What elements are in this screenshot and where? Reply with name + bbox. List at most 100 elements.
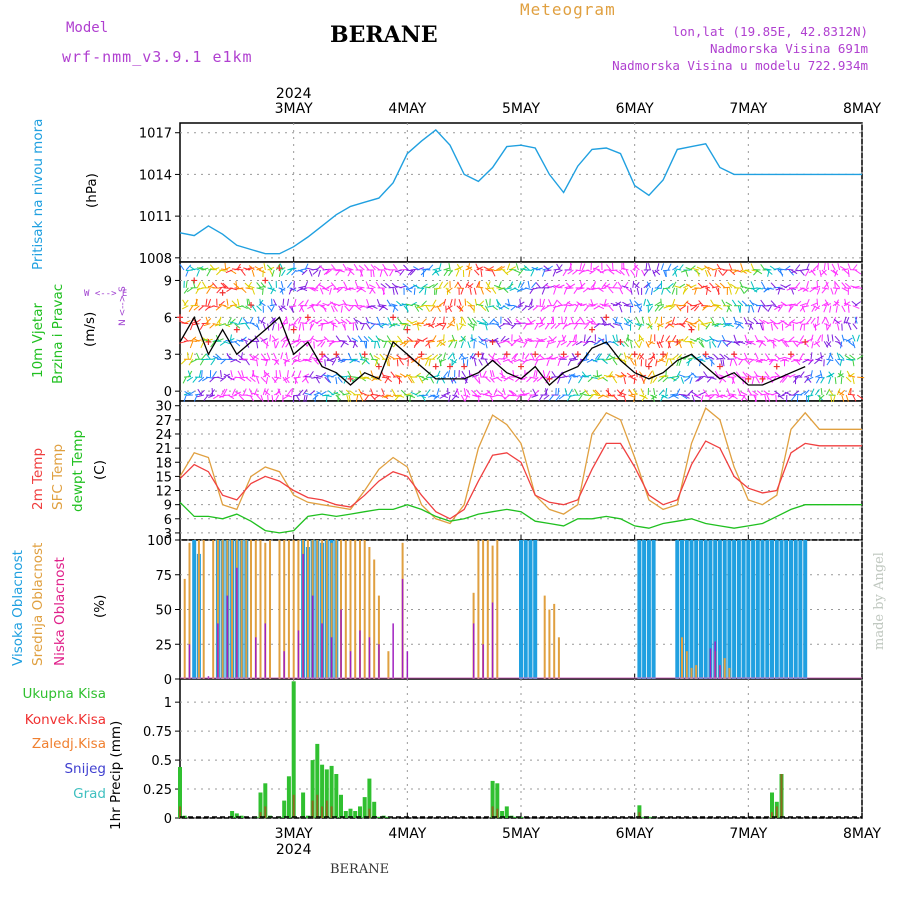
gust-marker [489,338,496,345]
wind-arrow [441,394,448,399]
frozen-precip-label: Zaledj.Kisa [31,736,106,752]
wind-arrow [447,370,451,378]
wind-arrow [626,372,634,378]
wind-arrow [579,280,583,288]
wind-arrow [192,280,196,288]
wind-arrow [451,334,456,342]
wind-arrow [418,287,425,294]
low-cloud-bar [236,567,238,679]
wind-arrow [627,353,633,360]
wind-arrow [563,305,568,313]
wind-arrow [466,359,469,367]
wind-arrow [575,303,583,307]
wind-arrow [851,300,858,307]
high-cloud-bar [694,540,699,679]
wind-arrow [237,370,242,378]
y-tick-label: 6 [164,513,172,528]
wind-arrow [373,265,381,271]
mid-cloud-bar [269,540,271,679]
wind-arrow [443,298,447,306]
wind-arrow [616,334,618,342]
wind-arrow [593,323,601,329]
wind-arrow [458,298,462,306]
wind-arrow [275,263,281,271]
wind-arrow [361,323,365,331]
high-cloud-bar [793,540,798,679]
wind-arrow [450,339,458,342]
wind-arrow [661,375,669,378]
wind-arrow [303,394,306,402]
wind-arrow [433,394,440,400]
wind-arrow [516,287,524,293]
wind-arrow [370,376,378,381]
wind-arrow [728,394,735,400]
wind-arrow [561,335,567,342]
wind-arrow [612,323,620,326]
wind-arrow [460,341,464,349]
wind-arrow [182,376,187,384]
wind-arrow [630,376,638,381]
total-precip-bar [372,801,377,818]
gust-marker [660,351,667,358]
wind-arrow [448,269,453,277]
gust-marker [475,351,482,358]
wind-arrow [788,319,796,324]
wind-arrow [710,317,715,324]
wind-arrow [578,376,583,384]
total-precip-bar [305,815,310,818]
wind-arrow [190,358,198,363]
wind-arrow [223,373,231,378]
wind-arrow [456,263,462,271]
wind-arrow [581,374,589,378]
wind-arrow [760,393,768,396]
wind-arrow [347,335,352,342]
wind-arrow [282,298,285,306]
wind-arrow [571,373,578,378]
wind-arrow [212,355,220,360]
wind-arrow [379,304,387,307]
wind-arrow [245,287,253,290]
wind-arrow [314,394,317,402]
wind-arrow [205,316,209,324]
wind-arrow [238,317,243,324]
wind-arrow [830,394,833,402]
low-cloud-bar [311,595,314,679]
wind-arrow [696,266,704,271]
wind-arrow [683,317,689,324]
wind-arrow [469,352,474,360]
convective-precip-bar [325,800,328,818]
wind-arrow [697,318,704,324]
wind-arrow [628,394,636,398]
wind-arrow [189,265,196,271]
wind-arrow [236,339,244,342]
wind-arrow [847,269,850,278]
convective-precip-bar [775,806,778,818]
wind-arrow [326,358,334,363]
wind-arrow [567,376,572,384]
wind-arrow [755,376,760,384]
wind-arrow [434,305,442,308]
wind-arrow [541,269,546,277]
wind-arrow [839,389,846,396]
mid-cloud-bar [202,540,205,679]
wind-arrow [317,269,321,277]
high-cloud-bar [722,540,727,679]
wind-arrow [322,305,327,313]
wind-arrow [841,334,845,342]
wind-arrow [195,298,198,306]
wind-arrow [275,388,281,396]
wind-arrow [297,334,301,342]
wind-arrow [245,305,252,311]
wind-arrow [342,263,348,271]
wind-arrow [548,394,554,401]
gust-marker [702,351,709,358]
wind-arrow [744,287,750,294]
wind-arrow [678,393,686,396]
wind-arrow [764,287,772,291]
wind-arrow [394,394,402,397]
wind-arrow [532,388,537,396]
mid-cloud-bar [349,540,352,679]
wind-arrow [623,394,627,402]
wind-arrow [376,299,381,306]
wind-arrow [817,263,819,271]
